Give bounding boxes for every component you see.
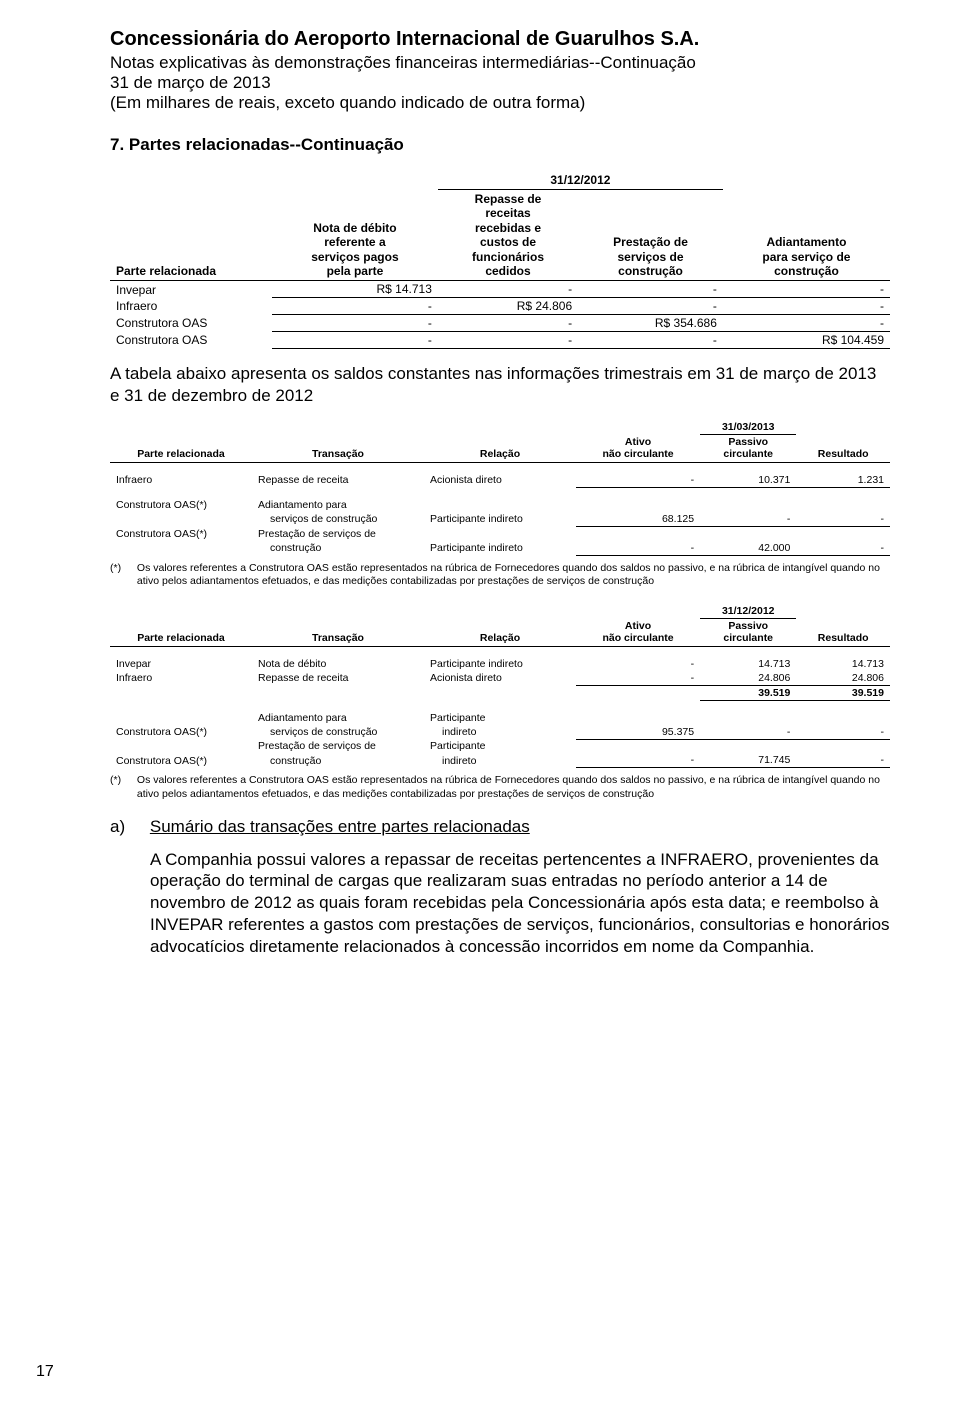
t2h-trans: Transação: [252, 434, 424, 462]
t3h-passivo: Passivo circulante: [700, 618, 796, 646]
t1-row: Construtora OAS--R$ 354.686-: [110, 315, 890, 332]
t3-row: Prestação de serviços de Participante: [110, 739, 890, 753]
t1-row: Construtora OAS---R$ 104.459: [110, 332, 890, 349]
t1-row: InveparR$ 14.713---: [110, 281, 890, 298]
t2-row: construção Participante indireto - 42.00…: [110, 541, 890, 556]
table-31-12-2012: 31/12/2012 Parte relacionada Transação R…: [110, 604, 890, 769]
t2-period: 31/03/2013: [700, 420, 796, 435]
t2-row: Construtora OAS(*) Prestação de serviços…: [110, 527, 890, 541]
footnote-label: (*): [110, 774, 134, 787]
footnote-label: (*): [110, 562, 134, 575]
t2h-ativo: Ativo não circulante: [576, 434, 700, 462]
t1h-c2: Repasse de receitas recebidas e custos d…: [438, 190, 578, 281]
notes-line-3: (Em milhares de reais, exceto quando ind…: [110, 93, 890, 113]
t3-period: 31/12/2012: [700, 604, 796, 619]
footnote-1: (*) Os valores referentes a Construtora …: [110, 562, 890, 588]
subsection-paragraph: A Companhia possui valores a repassar de…: [150, 849, 890, 958]
t3-row: Construtora OAS(*) construção indireto -…: [110, 753, 890, 768]
t2h-res: Resultado: [796, 434, 890, 462]
t3-total-row: 39.519 39.519: [110, 685, 890, 700]
t1h-c4: Adiantamento para serviço de construção: [723, 190, 890, 281]
t1h-parte: Parte relacionada: [110, 190, 272, 281]
t3-row: Adiantamento para Participante: [110, 711, 890, 725]
intro-paragraph: A tabela abaixo apresenta os saldos cons…: [110, 363, 890, 406]
notes-line-2: 31 de março de 2013: [110, 73, 890, 93]
subsection-title: Sumário das transações entre partes rela…: [150, 817, 530, 836]
t3-row: Construtora OAS(*) serviços de construçã…: [110, 725, 890, 740]
footnote-text: Os valores referentes a Construtora OAS …: [137, 562, 889, 588]
t2-row: serviços de construção Participante indi…: [110, 512, 890, 527]
t3-row: Infraero Repasse de receita Acionista di…: [110, 671, 890, 686]
t2h-passivo: Passivo circulante: [700, 434, 796, 462]
t3-row: Invepar Nota de débito Participante indi…: [110, 657, 890, 671]
t3h-ativo: Ativo não circulante: [576, 618, 700, 646]
t1h-c3: Prestação de serviços de construção: [578, 190, 723, 281]
t3h-parte: Parte relacionada: [110, 618, 252, 646]
t3h-rel: Relação: [424, 618, 576, 646]
table-31-03-2013: 31/03/2013 Parte relacionada Transação R…: [110, 420, 890, 556]
subsection-letter: a): [110, 817, 125, 837]
t2h-rel: Relação: [424, 434, 576, 462]
t3h-trans: Transação: [252, 618, 424, 646]
t1-row: Infraero-R$ 24.806--: [110, 298, 890, 315]
footnote-text: Os valores referentes a Construtora OAS …: [137, 774, 889, 800]
page-number: 17: [36, 1363, 54, 1381]
footnote-2: (*) Os valores referentes a Construtora …: [110, 774, 890, 800]
t3h-res: Resultado: [796, 618, 890, 646]
company-title: Concessionária do Aeroporto Internaciona…: [110, 28, 890, 51]
section-heading: 7. Partes relacionadas--Continuação: [110, 135, 890, 155]
t1h-c1: Nota de débito referente a serviços pago…: [272, 190, 438, 281]
t2h-parte: Parte relacionada: [110, 434, 252, 462]
subsection-heading: a) Sumário das transações entre partes r…: [110, 817, 890, 837]
table-period-summary: 31/12/2012 Parte relacionada Nota de déb…: [110, 171, 890, 349]
table1-period: 31/12/2012: [438, 171, 723, 190]
notes-line-1: Notas explicativas às demonstrações fina…: [110, 53, 890, 73]
t2-row: Infraero Repasse de receita Acionista di…: [110, 473, 890, 488]
t2-row: Construtora OAS(*) Adiantamento para: [110, 498, 890, 512]
page-container: Concessionária do Aeroporto Internaciona…: [0, 0, 960, 1411]
